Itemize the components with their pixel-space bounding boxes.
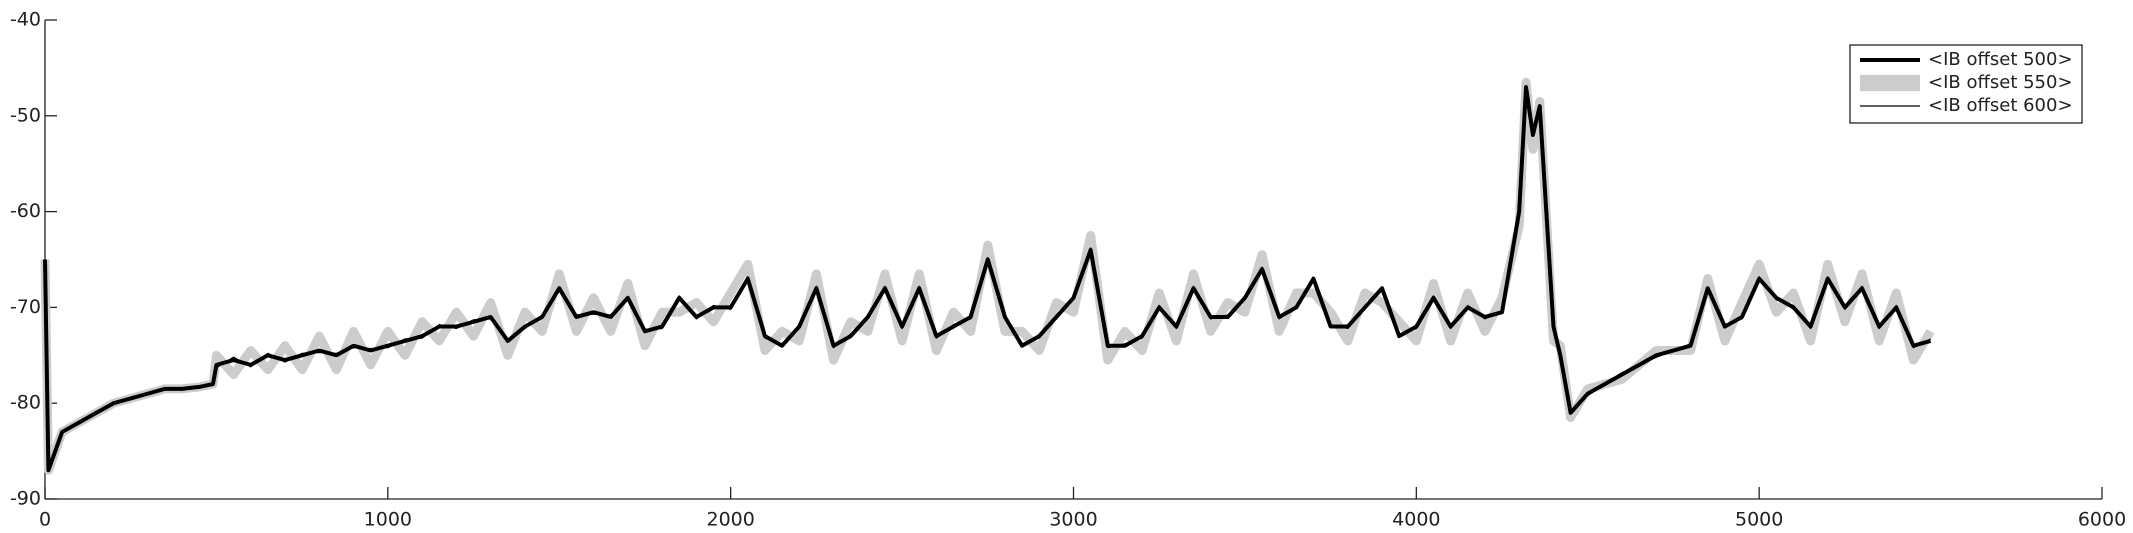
- x-tick-label: 6000: [2078, 509, 2126, 531]
- series-line: [44, 88, 1931, 471]
- series-line: [40, 77, 1935, 475]
- x-tick-label: 4000: [1392, 509, 1440, 531]
- x-tick-label: 0: [39, 509, 51, 531]
- x-tick-label: 5000: [1735, 509, 1783, 531]
- y-tick-label: -40: [10, 9, 41, 31]
- x-tick-label: 3000: [1049, 509, 1097, 531]
- y-tick-label: -80: [10, 392, 41, 414]
- y-tick-label: -70: [10, 296, 41, 318]
- series-line: [43, 85, 1932, 473]
- legend-label: <IB offset 550>: [1928, 72, 2073, 93]
- legend-label: <IB offset 500>: [1928, 49, 2073, 70]
- x-tick-label: 2000: [706, 509, 754, 531]
- x-tick-label: 1000: [364, 509, 412, 531]
- y-tick-label: -60: [10, 200, 41, 222]
- y-tick-label: -50: [10, 104, 41, 126]
- legend-label: <IB offset 600>: [1928, 95, 2073, 116]
- y-tick-label: -90: [10, 488, 41, 510]
